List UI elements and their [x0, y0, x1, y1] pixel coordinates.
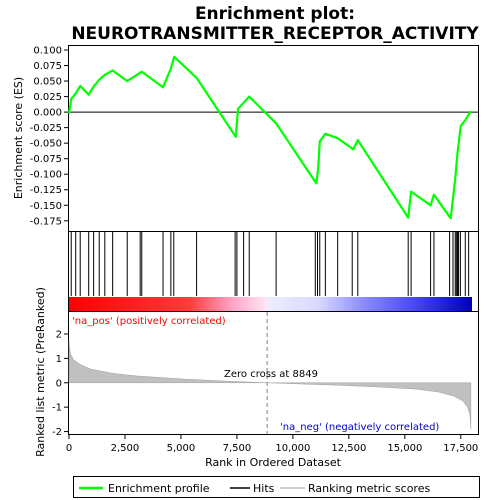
- es-ytick-label: -0.175: [30, 216, 62, 227]
- es-ytick-label: 0.075: [33, 61, 62, 72]
- rank-x-axis: 0 2,500 5,000 7,500 10,000 12,500 15,000 17,500: [66, 435, 478, 454]
- es-panel-frame: [68, 45, 479, 232]
- rank-ytick-label: -1: [52, 403, 62, 414]
- es-y-axis: 0.100 0.075 0.050 0.025 0.000 -0.025 -0.050 -0.…: [30, 46, 68, 227]
- rank-xtick-label: 15,000: [387, 443, 422, 454]
- rank-xtick-label: 12,500: [331, 443, 366, 454]
- es-ytick-label: -0.125: [30, 185, 62, 196]
- rank-ylabel: Ranked list metric (PreRanked): [34, 287, 47, 457]
- enrichment-profile-line: [67, 55, 472, 220]
- rank-xtick-label: 0: [66, 443, 72, 454]
- legend: Enrichment profile Hits Ranking metric s…: [73, 476, 480, 498]
- ranking-metric-area: [68, 341, 472, 430]
- rank-y-axis: 2 1 0 -1 -2: [52, 329, 68, 438]
- legend-hits-label: Hits: [253, 482, 275, 495]
- es-ytick-label: -0.100: [30, 170, 62, 181]
- rank-color-bar: [69, 297, 472, 311]
- rank-xtick-label: 5,000: [167, 443, 196, 454]
- es-ytick-label: -0.150: [30, 201, 62, 212]
- rank-ytick-label: 0: [56, 378, 62, 389]
- es-ytick-label: 0.050: [33, 77, 62, 88]
- rank-xtick-label: 10,000: [275, 443, 310, 454]
- hit-markers: [70, 232, 470, 296]
- zero-cross-label: Zero cross at 8849: [224, 369, 318, 380]
- es-ytick-label: 0.000: [33, 108, 62, 119]
- es-ytick-label: 0.025: [33, 92, 62, 103]
- es-ytick-label: -0.075: [30, 154, 62, 165]
- rank-ytick-label: 1: [56, 354, 62, 365]
- chart-title-line1: Enrichment plot:: [195, 4, 355, 24]
- legend-metric-label: Ranking metric scores: [308, 482, 430, 495]
- es-ytick-label: -0.050: [30, 139, 62, 150]
- rank-ytick-label: -2: [52, 427, 62, 438]
- rank-xtick-label: 17,500: [443, 443, 478, 454]
- neg-correlated-label: 'na_neg' (negatively correlated): [280, 422, 439, 433]
- es-ytick-label: 0.100: [33, 46, 62, 57]
- legend-profile-label: Enrichment profile: [108, 482, 210, 495]
- rank-xtick-label: 7,500: [223, 443, 252, 454]
- es-ytick-label: -0.025: [30, 123, 62, 134]
- es-ylabel: Enrichment score (ES): [12, 77, 25, 199]
- rank-xlabel: Rank in Ordered Dataset: [205, 456, 342, 469]
- legend-frame: [73, 476, 480, 498]
- chart-title-line2: NEUROTRANSMITTER_RECEPTOR_ACTIVITY: [71, 24, 479, 44]
- pos-correlated-label: 'na_pos' (positively correlated): [72, 316, 226, 327]
- rank-xtick-label: 2,500: [111, 443, 140, 454]
- rank-ytick-label: 2: [56, 329, 62, 340]
- rank-panel-frame: [68, 311, 479, 435]
